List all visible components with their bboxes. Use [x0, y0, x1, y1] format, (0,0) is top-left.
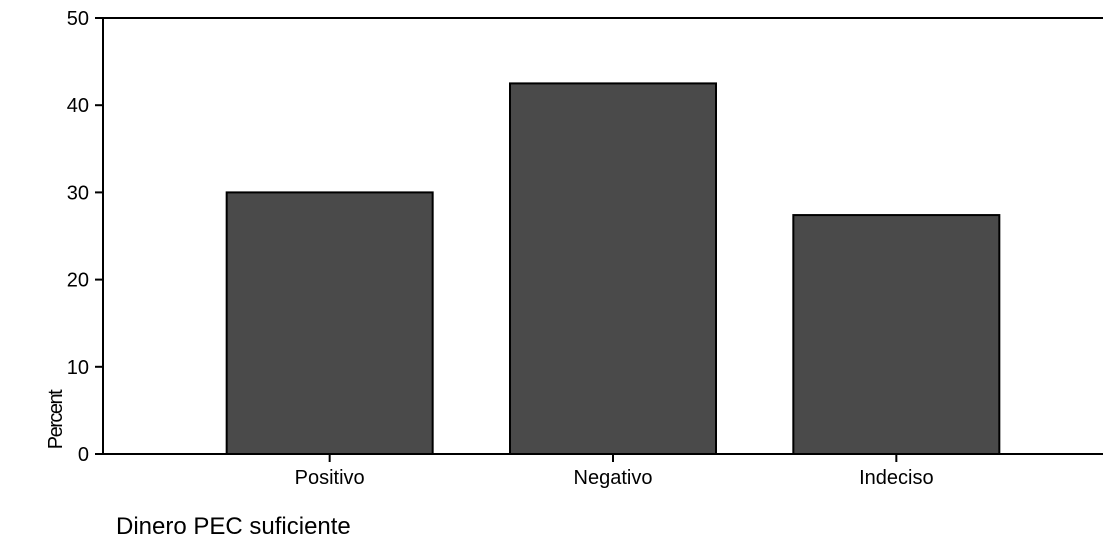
x-tick-label-positivo: Positivo [295, 467, 365, 489]
y-tick-label: 50 [67, 8, 89, 30]
y-tick-label: 30 [67, 182, 89, 204]
y-tick-label: 10 [67, 357, 89, 379]
x-tick-label-indeciso: Indeciso [859, 467, 934, 489]
bar-positivo [225, 191, 434, 455]
y-axis-ticks: 0 10 20 30 40 50 [67, 8, 103, 466]
y-tick-label: 20 [67, 270, 89, 292]
y-axis-label: Percent [45, 389, 67, 449]
y-tick-label: 0 [78, 444, 89, 466]
y-tick-label: 40 [67, 95, 89, 117]
bar-indeciso [792, 214, 1001, 455]
x-tick-label-negativo: Negativo [574, 467, 653, 489]
x-axis-title: Dinero PEC suficiente [116, 513, 351, 540]
bars-group [225, 82, 1001, 456]
bar-negativo [509, 82, 717, 456]
x-axis-ticks: Positivo Negativo Indeciso [295, 454, 934, 489]
